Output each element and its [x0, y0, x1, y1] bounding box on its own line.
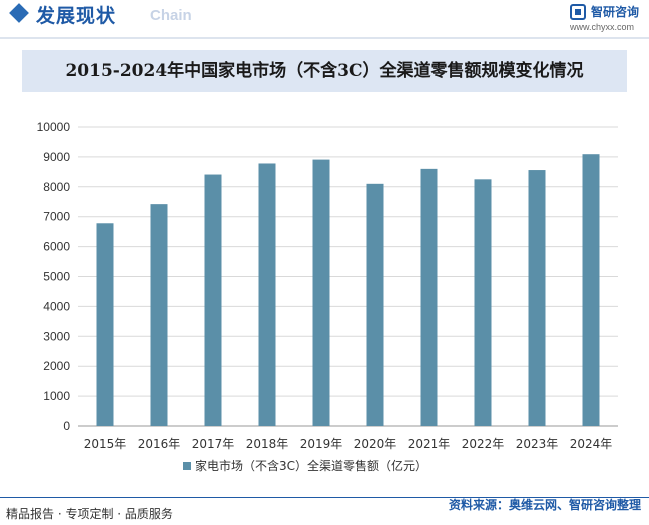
- y-tick-label: 6000: [43, 240, 70, 254]
- section-subtitle: Chain: [150, 7, 192, 24]
- logo-icon: [570, 4, 586, 20]
- footer-divider: [0, 497, 649, 498]
- footer-slogan: 精品报告 · 专项定制 · 品质服务: [6, 507, 173, 521]
- y-tick-label: 7000: [43, 210, 70, 224]
- logo-name: 智研咨询: [591, 5, 640, 19]
- bar-chart: 0 1000 2000 3000 4000 5000 6000 7000 8000 9000 100…: [37, 120, 618, 473]
- y-tick-label: 5000: [43, 270, 70, 284]
- y-tick-label: 9000: [43, 150, 70, 164]
- x-tick-label: 2021年: [408, 437, 451, 451]
- x-tick-label: 2015年: [84, 437, 127, 451]
- bar: [420, 168, 438, 427]
- x-tick-label: 2017年: [192, 437, 235, 451]
- bar: [474, 179, 492, 426]
- y-tick-label: 4000: [43, 299, 70, 313]
- x-tick-label: 2016年: [138, 437, 181, 451]
- bar: [312, 159, 330, 426]
- x-tick-label: 2022年: [462, 437, 505, 451]
- y-tick-label: 10000: [37, 120, 71, 134]
- bar: [366, 183, 384, 426]
- y-tick-label: 1000: [43, 389, 70, 403]
- y-tick-label: 8000: [43, 180, 70, 194]
- bar: [582, 154, 600, 427]
- bar: [204, 174, 222, 426]
- header: 发展现状 Chain 智研咨询 www.chyxx.com: [0, 0, 649, 34]
- bar: [150, 204, 168, 426]
- x-tick-label: 2020年: [354, 437, 397, 451]
- bar: [258, 163, 276, 426]
- source-note: 资料来源：奥维云网、智研咨询整理: [448, 498, 641, 512]
- y-tick-label: 3000: [43, 329, 70, 343]
- x-tick-label: 2019年: [300, 437, 343, 451]
- x-tick-label: 2024年: [570, 437, 613, 451]
- chart-title-box: 2015-2024年中国家电市场（不含3C）全渠道零售额规模变化情况: [22, 50, 627, 92]
- y-tick-label: 0: [63, 419, 70, 433]
- legend-swatch: [183, 462, 191, 470]
- logo-url: www.chyxx.com: [570, 22, 635, 32]
- x-tick-label: 2018年: [246, 437, 289, 451]
- bar: [96, 223, 114, 426]
- legend-label: 家电市场（不含3C）全渠道零售额（亿元）: [195, 458, 427, 473]
- chart-title: 2015-2024年中国家电市场（不含3C）全渠道零售额规模变化情况: [65, 61, 584, 81]
- header-divider: [0, 37, 649, 39]
- bar: [528, 170, 546, 426]
- section-title: 发展现状: [36, 5, 117, 27]
- y-tick-label: 2000: [43, 359, 70, 373]
- x-tick-label: 2023年: [516, 437, 559, 451]
